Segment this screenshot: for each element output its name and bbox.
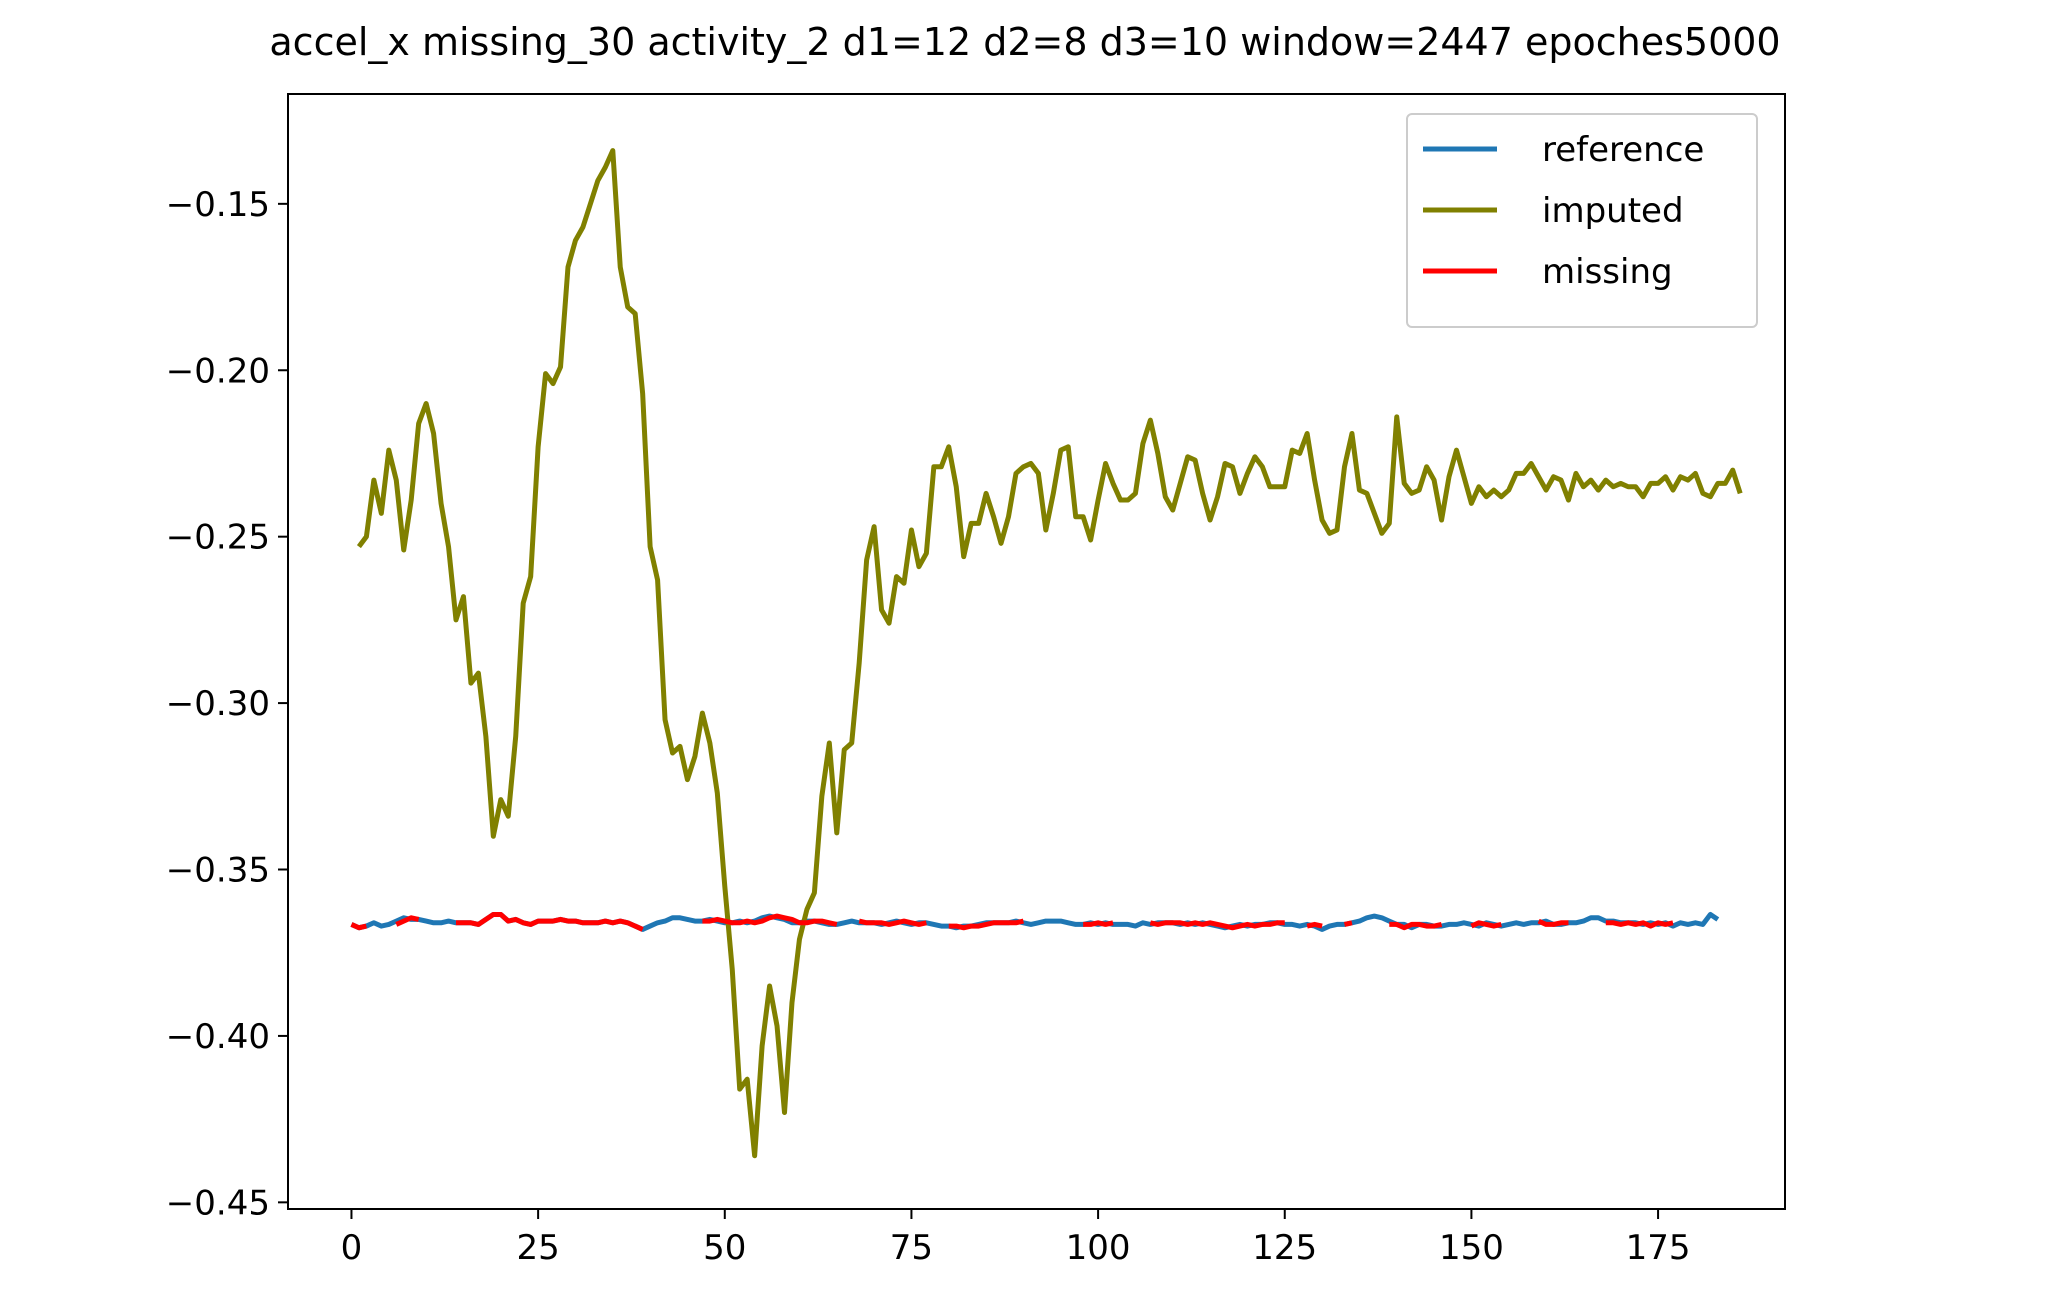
legend-label-imputed: imputed <box>1542 191 1684 231</box>
legend-label-missing: missing <box>1542 252 1673 292</box>
missing-line-segment-13 <box>1605 920 1674 929</box>
y-tick-label: −0.45 <box>166 1183 270 1223</box>
missing-line-segment-9 <box>1343 920 1353 927</box>
missing-line-segment-11 <box>1470 920 1502 929</box>
missing-line-segment-4 <box>858 918 927 927</box>
x-tick-label: 0 <box>341 1228 363 1268</box>
x-tick-label: 25 <box>516 1228 559 1268</box>
missing-line-segment-12 <box>1537 918 1569 927</box>
x-tick-label: 75 <box>890 1228 933 1268</box>
missing-line-segment-8 <box>1306 921 1323 929</box>
missing-line-segment-5 <box>948 918 1024 931</box>
y-tick-label: −0.35 <box>166 851 270 891</box>
missing-line-segment-10 <box>1389 921 1443 931</box>
y-tick-label: −0.15 <box>166 185 270 225</box>
missing-line-segment-3 <box>702 913 838 927</box>
x-tick-label: 50 <box>703 1228 746 1268</box>
chart-title: accel_x missing_30 activity_2 d1=12 d2=8… <box>269 20 1780 64</box>
x-tick-label: 150 <box>1439 1228 1504 1268</box>
y-tick-label: −0.40 <box>166 1017 270 1057</box>
missing-line-segment-6 <box>1083 920 1114 927</box>
x-axis: 0 25 50 75 100 125 150 175 <box>341 1209 1691 1268</box>
missing-line-segment-2 <box>455 911 644 932</box>
y-tick-label: −0.20 <box>166 351 270 391</box>
legend: reference imputed missing <box>1406 113 1758 328</box>
axes-frame <box>287 93 1786 1210</box>
missing-line-segment-0 <box>350 922 367 931</box>
imputed-line <box>356 148 1743 1159</box>
missing-line-segment-1 <box>395 915 420 927</box>
x-tick-label: 100 <box>1066 1228 1131 1268</box>
y-tick-label: −0.25 <box>166 518 270 558</box>
missing-line-segment-7 <box>1149 920 1285 931</box>
legend-box <box>1406 113 1758 328</box>
x-tick-label: 125 <box>1252 1228 1317 1268</box>
y-tick-label: −0.30 <box>166 684 270 724</box>
y-axis: −0.15 −0.20 −0.25 −0.30 −0.35 −0.40 −0.45 <box>166 185 288 1223</box>
x-tick-label: 175 <box>1626 1228 1691 1268</box>
legend-label-reference: reference <box>1542 130 1704 170</box>
series-layer <box>350 148 1743 1159</box>
